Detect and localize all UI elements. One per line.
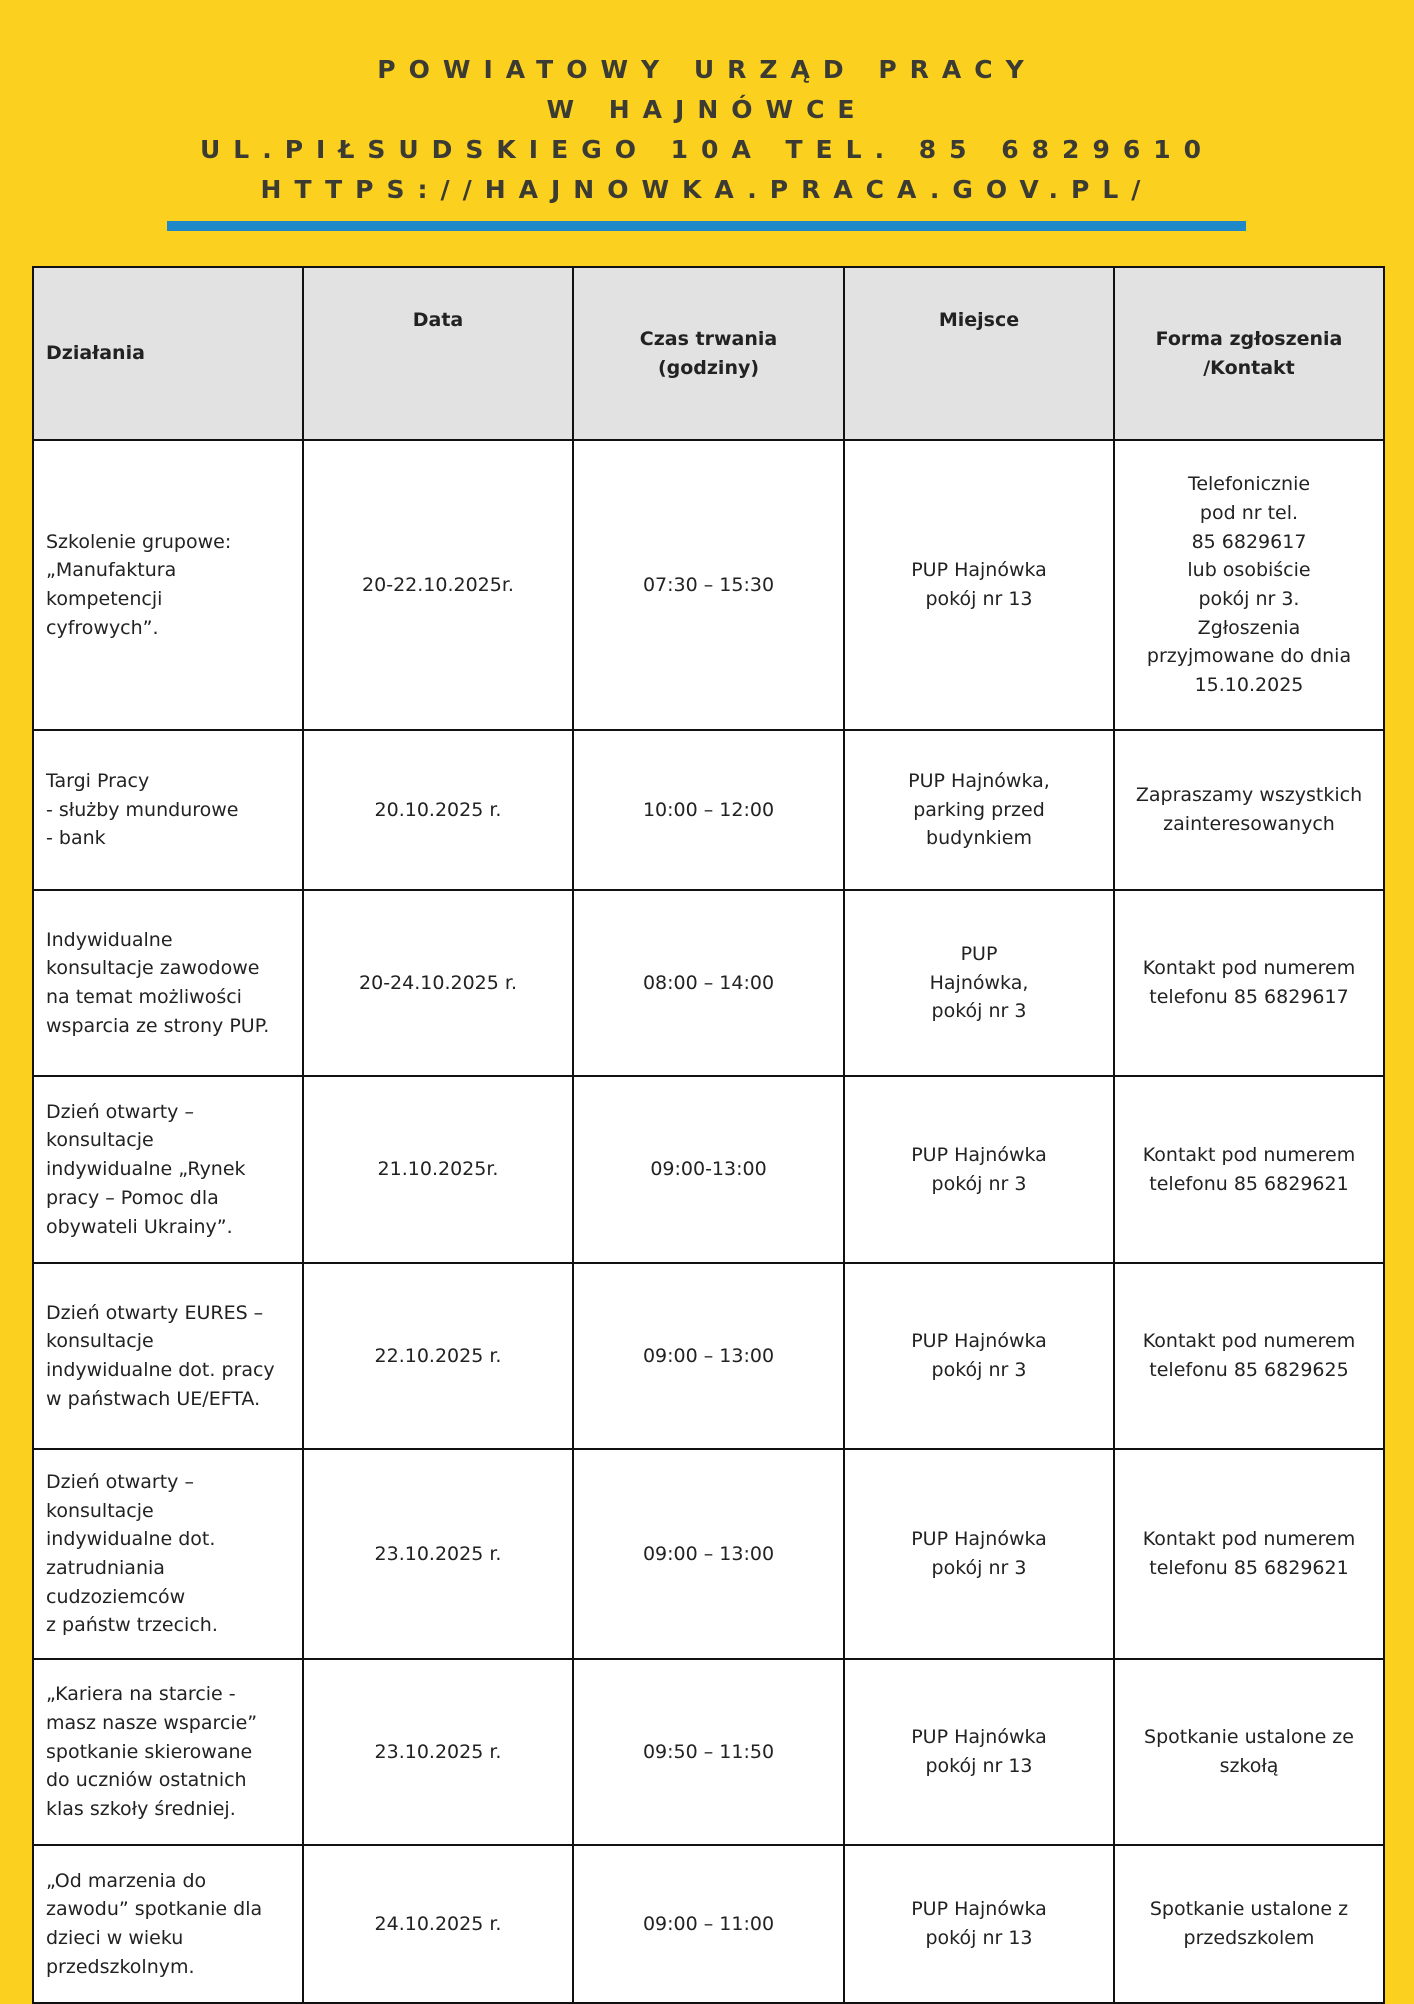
table-cell: PUP Hajnówka, pokój nr 3 bbox=[843, 889, 1115, 1077]
table-cell: 20-24.10.2025 r. bbox=[302, 889, 574, 1077]
table-cell: 08:00 – 14:00 bbox=[572, 889, 845, 1077]
table-cell: Targi Pracy - służby mundurowe - bank bbox=[32, 729, 304, 891]
table-cell: Dzień otwarty – konsultacje indywidualne… bbox=[32, 1448, 304, 1660]
table-row: „Kariera na starcie - masz nasze wsparci… bbox=[32, 1658, 1385, 1846]
header-line-town: W HAJNÓWCE bbox=[546, 95, 868, 124]
table-cell: 09:00 – 13:00 bbox=[572, 1262, 845, 1450]
table-row: „Od marzenia do zawodu” spotkanie dla dz… bbox=[32, 1844, 1385, 2004]
office-header: POWIATOWY URZĄD PRACY W HAJNÓWCE UL.PIŁS… bbox=[0, 50, 1414, 210]
column-header: Czas trwania (godziny) bbox=[572, 266, 845, 441]
table-cell: Dzień otwarty EURES – konsultacje indywi… bbox=[32, 1262, 304, 1450]
table-cell: 23.10.2025 r. bbox=[302, 1658, 574, 1846]
table-cell: Szkolenie grupowe: „Manufaktura kompeten… bbox=[32, 439, 304, 731]
table-cell: 21.10.2025r. bbox=[302, 1075, 574, 1264]
header-line-office: POWIATOWY URZĄD PRACY bbox=[377, 55, 1037, 84]
table-cell: Kontakt pod numerem telefonu 85 6829625 bbox=[1113, 1262, 1385, 1450]
table-cell: 09:00-13:00 bbox=[572, 1075, 845, 1264]
column-header: Forma zgłoszenia /Kontakt bbox=[1113, 266, 1385, 441]
header-line-website: HTTPS://HAJNOWKA.PRACA.GOV.PL/ bbox=[260, 175, 1154, 204]
table-cell: Zapraszamy wszystkich zainteresowanych bbox=[1113, 729, 1385, 891]
table-cell: PUP Hajnówka pokój nr 13 bbox=[843, 439, 1115, 731]
table-cell: Kontakt pod numerem telefonu 85 6829621 bbox=[1113, 1448, 1385, 1660]
table-cell: Indywidualne konsultacje zawodowe na tem… bbox=[32, 889, 304, 1077]
table-cell: Kontakt pod numerem telefonu 85 6829621 bbox=[1113, 1075, 1385, 1264]
table-row: Targi Pracy - służby mundurowe - bank 20.… bbox=[32, 729, 1385, 891]
table-cell: 22.10.2025 r. bbox=[302, 1262, 574, 1450]
table-cell: PUP Hajnówka pokój nr 3 bbox=[843, 1262, 1115, 1450]
table-cell: PUP Hajnówka pokój nr 3 bbox=[843, 1448, 1115, 1660]
header-line-address: UL.PIŁSUDSKIEGO 10A TEL. 85 6829610 bbox=[199, 135, 1215, 164]
table-cell: 10:00 – 12:00 bbox=[572, 729, 845, 891]
table-cell: 07:30 – 15:30 bbox=[572, 439, 845, 731]
column-header: Działania bbox=[32, 266, 304, 441]
table-row: Dzień otwarty – konsultacje indywidualne… bbox=[32, 1448, 1385, 1660]
table-header-row: Działania Data Czas trwania (godziny) Miejs… bbox=[32, 266, 1385, 441]
table-cell: 23.10.2025 r. bbox=[302, 1448, 574, 1660]
table-cell: Spotkanie ustalone z przedszkolem bbox=[1113, 1844, 1385, 2004]
table-row: Indywidualne konsultacje zawodowe na tem… bbox=[32, 889, 1385, 1077]
table-cell: 20.10.2025 r. bbox=[302, 729, 574, 891]
events-table: Działania Data Czas trwania (godziny) Miejs… bbox=[32, 266, 1385, 2004]
table-row: Szkolenie grupowe: „Manufaktura kompeten… bbox=[32, 439, 1385, 731]
table-cell: PUP Hajnówka, parking przed budynkiem bbox=[843, 729, 1115, 891]
table-cell: „Od marzenia do zawodu” spotkanie dla dz… bbox=[32, 1844, 304, 2004]
table-cell: 24.10.2025 r. bbox=[302, 1844, 574, 2004]
table-cell: 09:50 – 11:50 bbox=[572, 1658, 845, 1846]
table-cell: 20-22.10.2025r. bbox=[302, 439, 574, 731]
table-cell: Kontakt pod numerem telefonu 85 6829617 bbox=[1113, 889, 1385, 1077]
table-cell: PUP Hajnówka pokój nr 13 bbox=[843, 1658, 1115, 1846]
table-cell: Spotkanie ustalone ze szkołą bbox=[1113, 1658, 1385, 1846]
column-header: Data bbox=[302, 266, 574, 441]
table-cell: 09:00 – 13:00 bbox=[572, 1448, 845, 1660]
table-cell: „Kariera na starcie - masz nasze wsparci… bbox=[32, 1658, 304, 1846]
table-cell: PUP Hajnówka pokój nr 3 bbox=[843, 1075, 1115, 1264]
table-row: Dzień otwarty – konsultacje indywidualne… bbox=[32, 1075, 1385, 1264]
table-cell: PUP Hajnówka pokój nr 13 bbox=[843, 1844, 1115, 2004]
table-cell: Telefonicznie pod nr tel. 85 6829617 lub… bbox=[1113, 439, 1385, 731]
table-cell: 09:00 – 11:00 bbox=[572, 1844, 845, 2004]
accent-divider bbox=[167, 221, 1246, 231]
table-cell: Dzień otwarty – konsultacje indywidualne… bbox=[32, 1075, 304, 1264]
column-header: Miejsce bbox=[843, 266, 1115, 441]
table-row: Dzień otwarty EURES – konsultacje indywi… bbox=[32, 1262, 1385, 1450]
